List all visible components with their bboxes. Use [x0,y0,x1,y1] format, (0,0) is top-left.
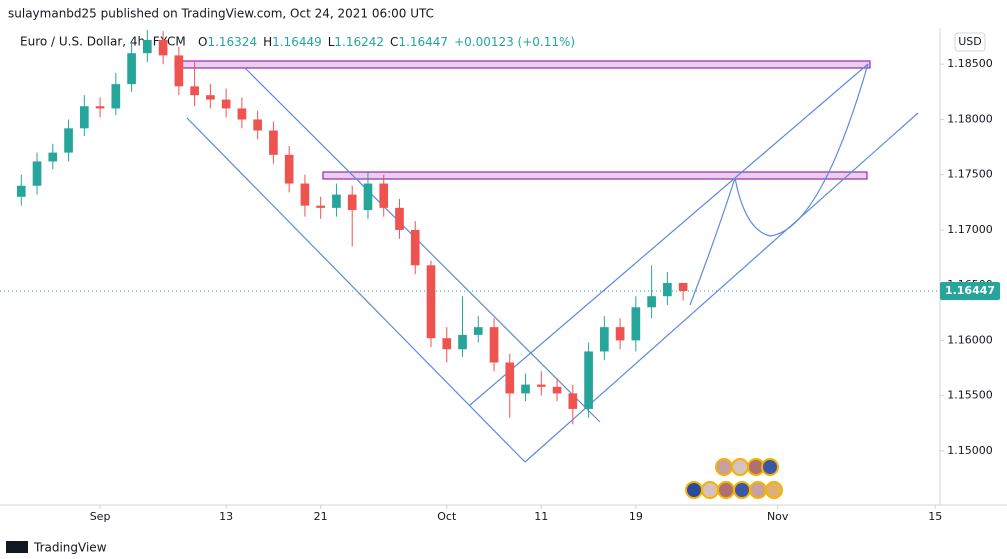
candle-body [269,130,278,155]
ohlc-key: L [328,35,335,49]
last-price-label: 1.16447 [945,284,995,297]
ohlc-value: 1.16449 [272,35,322,49]
candle-body [284,154,294,184]
candle-body [426,265,436,339]
candles [16,30,688,425]
candle-body [111,84,121,109]
x-tick-label: Oct [437,510,457,523]
event-icons [685,458,783,499]
candle-body [395,207,404,230]
candle-body [206,95,215,100]
channel-line [469,63,869,406]
resistance-zone [174,60,871,69]
resistance-zone [322,171,868,180]
currency-button[interactable] [954,32,986,52]
x-tick-label: Nov [767,510,789,523]
candle-body [521,384,530,394]
candle-body [48,152,58,162]
y-tick-label: 1.18500 [947,57,993,70]
last-price-box [940,282,1000,301]
ohlc-key: C [390,35,398,49]
logo [6,541,28,553]
candle-body [379,183,389,208]
legend: Euro / U.S. Dollar, 4h, FXCM O1.16324 H1.… [20,35,575,49]
ohlc-value: 1.16447 [398,35,448,49]
candle-body [143,39,152,54]
footer: TradingView [33,541,107,555]
x-tick-label: 15 [928,510,942,523]
y-tick-label: 1.15000 [947,444,993,457]
candle-body [237,108,247,120]
x-tick-label: 21 [314,510,328,523]
x-tick-label: 13 [219,510,233,523]
candle-body [615,327,625,341]
candle-body [95,106,105,109]
ohlc-key: H [263,35,272,49]
ohlc-value: 1.16324 [207,35,257,49]
candle-body [458,334,467,350]
candle-body [253,119,262,131]
channel-line [186,117,526,463]
candle-body [363,183,373,211]
candle-body [174,55,184,87]
candle-body [489,327,499,363]
candle-body [631,307,641,341]
candle-body [221,99,231,109]
change: +0.00123 (+0.11%) [454,35,575,49]
y-tick-label: 1.17500 [947,168,993,181]
candle-body [600,327,609,352]
channel-line [244,67,601,423]
candle-body [79,106,89,129]
y-tick-label: 1.16000 [947,333,993,346]
candle-body [410,229,420,266]
candle-body [16,185,26,197]
candle-body [442,338,452,350]
x-tick-label: 11 [534,510,548,523]
ohlc-legend: O1.16324 H1.16449 L1.16242 C1.16447 +0.00123… [198,35,575,49]
candle-body [536,384,546,387]
candle-body [473,327,483,335]
candle-body [300,183,310,206]
candle-body [64,128,73,153]
x-tick-label: Sep [90,510,111,523]
candle-body [678,282,688,292]
ohlc-key: O [198,35,207,49]
candle-body [32,161,42,186]
candle-body [584,351,593,409]
ohlc-value: 1.16242 [334,35,384,49]
candle-body [647,296,656,308]
y-tick-label: 1.17000 [947,223,993,236]
candle-body [663,282,672,297]
candle-body [568,393,578,409]
candle-body [505,362,515,394]
y-tick-label: 1.18000 [947,112,993,125]
candle-body [552,386,562,394]
x-tick-label: 19 [629,510,643,523]
candle-body [127,53,136,85]
y-tick-label: 1.15500 [947,389,993,402]
projection-path [689,63,869,306]
candle-body [158,39,168,56]
candle-body [347,194,357,211]
currency[interactable]: USD [958,35,982,48]
candle-body [190,86,199,96]
candle-body [316,205,326,208]
candle-body [332,194,341,208]
attribution: sulaymanbd25 published on TradingView.co… [8,7,434,21]
